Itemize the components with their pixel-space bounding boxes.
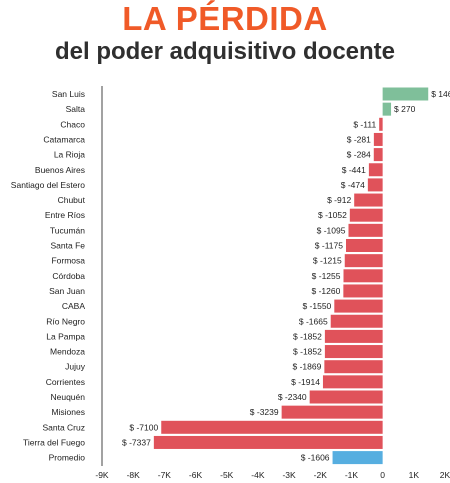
category-label: Misiones [51,407,85,417]
bar-negative [344,254,383,268]
data-label: $ -1852 [293,331,322,341]
x-tick-label: 2K [440,470,450,480]
chart-title: LA PÉRDIDA [122,0,328,37]
data-label: $ -2340 [278,392,307,402]
x-tick-label: -1K [345,470,359,480]
category-label: San Juan [49,286,85,296]
category-label: Catamarca [43,134,85,144]
bar-negative [373,148,383,162]
bar-negative [379,117,383,131]
category-label: Santa Fe [51,241,86,251]
data-label: $ -111 [353,119,376,129]
x-tick-label: -7K [158,470,172,480]
category-label: La Rioja [54,150,85,160]
bar-negative [324,329,383,343]
x-tick-label: -8K [127,470,141,480]
category-label: Jujuy [65,362,86,372]
x-tick-label: 1K [409,470,420,480]
data-label: $ -281 [347,134,371,144]
category-label: Córdoba [52,271,85,281]
category-label: Santiago del Estero [11,180,85,190]
category-label: Corrientes [46,377,85,387]
category-label: Santa Cruz [42,422,85,432]
data-label: $ -1914 [291,377,320,387]
bar-average [332,451,383,465]
bar-negative [324,345,383,359]
category-label: Neuquén [50,392,85,402]
x-tick-label: 0 [380,470,385,480]
data-label: $ -1175 [315,241,343,251]
bar-positive [382,87,429,101]
bar-negative [373,132,383,146]
data-label: $ -1869 [293,362,322,372]
category-label: Chaco [60,119,85,129]
category-label: CABA [62,301,85,311]
data-label: $ -1255 [312,271,341,281]
bar-negative [281,405,383,419]
category-label: La Pampa [46,331,85,341]
data-label: $ -441 [342,165,366,175]
x-tick-label: -4K [251,470,265,480]
bar-negative [349,208,383,222]
data-label: $ 270 [394,104,416,114]
data-label: $ -1260 [312,286,341,296]
data-label: $ -474 [341,180,365,190]
x-tick-label: -2K [314,470,328,480]
bar-negative [334,299,383,313]
data-label: $ -1606 [301,453,330,463]
data-label: $ -7337 [122,437,151,447]
category-label: Tierra del Fuego [23,437,85,447]
chart-subtitle: del poder adquisitivo docente [54,38,396,65]
data-label: $ -1215 [313,256,342,266]
data-label: $ -1052 [318,210,347,220]
category-label: Tucumán [50,225,85,235]
data-label: $ -284 [347,150,371,160]
data-label: $ -7100 [129,422,158,432]
bar-negative [368,163,383,177]
bar-negative [345,239,383,252]
category-label: Salta [66,104,86,114]
data-label: $ -1550 [302,301,331,311]
category-label: Río Negro [46,316,85,326]
category-label: Formosa [51,256,85,266]
bar-negative [348,223,383,237]
bar-negative [343,269,383,283]
bar-negative [322,375,383,389]
data-label: $ -3239 [250,407,279,417]
x-tick-label: -3K [282,470,296,480]
bar-negative [324,360,383,374]
data-label: $ -1852 [293,347,322,357]
x-tick-label: -9K [95,470,109,480]
category-label: Mendoza [50,347,85,357]
data-label: $ -912 [327,195,351,205]
bar-negative [354,193,383,207]
category-label: Promedio [49,453,86,463]
bar-negative [153,435,383,449]
category-label: San Luis [52,89,85,99]
bar-negative [330,314,383,328]
category-label: Chubut [58,195,86,205]
category-label: Entre Ríos [45,210,85,220]
bar-negative [343,284,383,298]
data-label: $ 1462 [431,89,450,99]
data-label: $ -1095 [317,225,346,235]
x-tick-label: -5K [220,470,234,480]
bar-positive [382,102,392,116]
x-tick-label: -6K [189,470,203,480]
data-label: $ -1665 [299,316,328,326]
bar-negative [161,420,383,434]
bar-negative [309,390,383,404]
category-label: Buenos Aires [35,165,85,175]
bar-negative [367,178,383,192]
